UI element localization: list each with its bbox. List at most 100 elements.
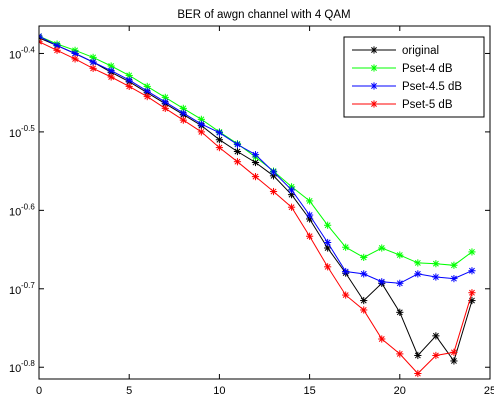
series-pset-5-db-marker [53, 46, 61, 54]
series-pset-4-5-db-marker [378, 278, 386, 286]
series-pset-4-5-db-marker [287, 186, 296, 194]
legend-item: Pset-4 dB [352, 63, 453, 75]
asterisk-stroke [324, 239, 331, 246]
asterisk-stroke [72, 50, 79, 57]
x-tick-label: 25 [484, 385, 494, 397]
legend-marker [370, 82, 378, 90]
series-pset-4-db-marker [324, 221, 332, 229]
x-tick-label: 20 [394, 385, 406, 397]
series-pset-4-db-marker [414, 259, 422, 267]
asterisk-stroke [72, 55, 79, 62]
legend-label: original [402, 45, 439, 57]
series-pset-4-db-marker [432, 260, 440, 268]
x-tick-label: 10 [213, 385, 225, 397]
legend-label: Pset-4 dB [402, 63, 453, 75]
asterisk-stroke [39, 40, 42, 45]
asterisk-stroke [126, 83, 133, 90]
series-pset-5-db-marker [179, 116, 187, 124]
asterisk-stroke [378, 245, 385, 251]
asterisk-stroke [414, 352, 421, 359]
series-pset-4-db-marker [342, 243, 350, 251]
plot-frame [38, 25, 491, 380]
legend-label: Pset-5 dB [402, 99, 453, 111]
y-tick-label-exponent: -0.4 [21, 45, 35, 54]
asterisk-stroke [324, 263, 331, 270]
series-original-marker [396, 308, 404, 316]
series-pset-4-5-db-marker [360, 270, 368, 278]
series-pset-5-db-marker [143, 93, 151, 101]
asterisk-stroke [450, 275, 457, 282]
series-pset-5-db-marker [251, 173, 260, 181]
series-pset-4-db-marker [107, 62, 115, 70]
asterisk-stroke [54, 42, 60, 49]
series-pset-5-db-marker [432, 351, 440, 360]
x-tick-label: 0 [36, 385, 42, 397]
asterisk-stroke [54, 47, 60, 54]
asterisk-stroke [371, 47, 377, 53]
series-pset-4-5-db-marker [324, 238, 332, 247]
y-tick-label: 10 -0.8 [9, 359, 35, 375]
asterisk-stroke [432, 274, 439, 280]
asterisk-stroke [396, 309, 403, 316]
series-original-marker [432, 332, 440, 340]
asterisk-stroke [396, 350, 403, 357]
asterisk-stroke [360, 270, 367, 277]
y-tick-label-base: 10 [9, 128, 21, 140]
series-pset-5-db-marker [396, 350, 404, 358]
series-pset-5-db-marker [450, 348, 458, 356]
series-original-marker [450, 357, 458, 365]
series-pset-5-db-marker [468, 289, 476, 297]
asterisk-stroke [360, 307, 367, 313]
series-pset-4-5-db-marker [179, 109, 187, 117]
series-pset-4-5-db-marker [71, 49, 79, 58]
series-pset-4-5-db-marker [107, 67, 115, 75]
y-tick-label: 10 -0.4 [9, 45, 35, 61]
asterisk-stroke [39, 33, 42, 37]
asterisk-stroke [414, 259, 421, 266]
asterisk-stroke [288, 186, 295, 193]
y-tick-label-base: 10 [9, 363, 21, 375]
series-pset-5-db-marker [39, 38, 43, 46]
series-pset-4-5-db-marker [197, 120, 205, 128]
series-pset-5-db-marker [125, 82, 133, 91]
series-pset-4-5-db-marker [450, 274, 458, 283]
y-tick-label-exponent: -0.8 [21, 359, 35, 368]
asterisk-stroke [306, 233, 313, 240]
asterisk-stroke [234, 158, 241, 165]
legend: original Pset-4 dB Pset-4.5 dB Pset-5 dB [343, 36, 485, 118]
series-pset-5-db-marker [378, 335, 386, 343]
series-pset-5-db [39, 38, 476, 378]
asterisk-stroke [371, 83, 377, 89]
asterisk-stroke [252, 173, 259, 180]
y-tick-label: 10 -0.6 [9, 202, 35, 218]
asterisk-stroke [126, 72, 133, 79]
asterisk-stroke [252, 151, 259, 158]
series-pset-4-db-marker [378, 244, 386, 252]
legend-item: Pset-5 dB [352, 99, 453, 111]
y-tick-label-exponent: -0.7 [21, 281, 35, 290]
asterisk-stroke [270, 168, 277, 175]
series-original-marker [360, 296, 368, 305]
series-pset-5-db-marker [324, 263, 332, 271]
asterisk-stroke [162, 94, 169, 101]
asterisk-stroke [144, 83, 151, 90]
asterisk-stroke [432, 332, 439, 339]
series-pset-4-5-db-marker [414, 270, 422, 278]
series-original-marker [233, 147, 242, 156]
asterisk-stroke [324, 222, 331, 229]
series-pset-4-5-db-marker [342, 267, 350, 276]
asterisk-stroke [306, 212, 313, 219]
y-tick-label-base: 10 [9, 285, 21, 297]
series-pset-4-db-marker [125, 71, 133, 80]
series-pset-5-db-marker [233, 158, 242, 166]
series-pset-5-db-marker [71, 55, 79, 63]
asterisk-stroke [198, 128, 205, 135]
series-pset-4-5-db-marker [251, 151, 260, 159]
asterisk-stroke [198, 116, 205, 123]
asterisk-stroke [469, 248, 475, 255]
asterisk-stroke [360, 297, 367, 304]
series-original-marker [414, 351, 422, 360]
legend-item: original [352, 45, 439, 57]
asterisk-stroke [450, 262, 457, 269]
